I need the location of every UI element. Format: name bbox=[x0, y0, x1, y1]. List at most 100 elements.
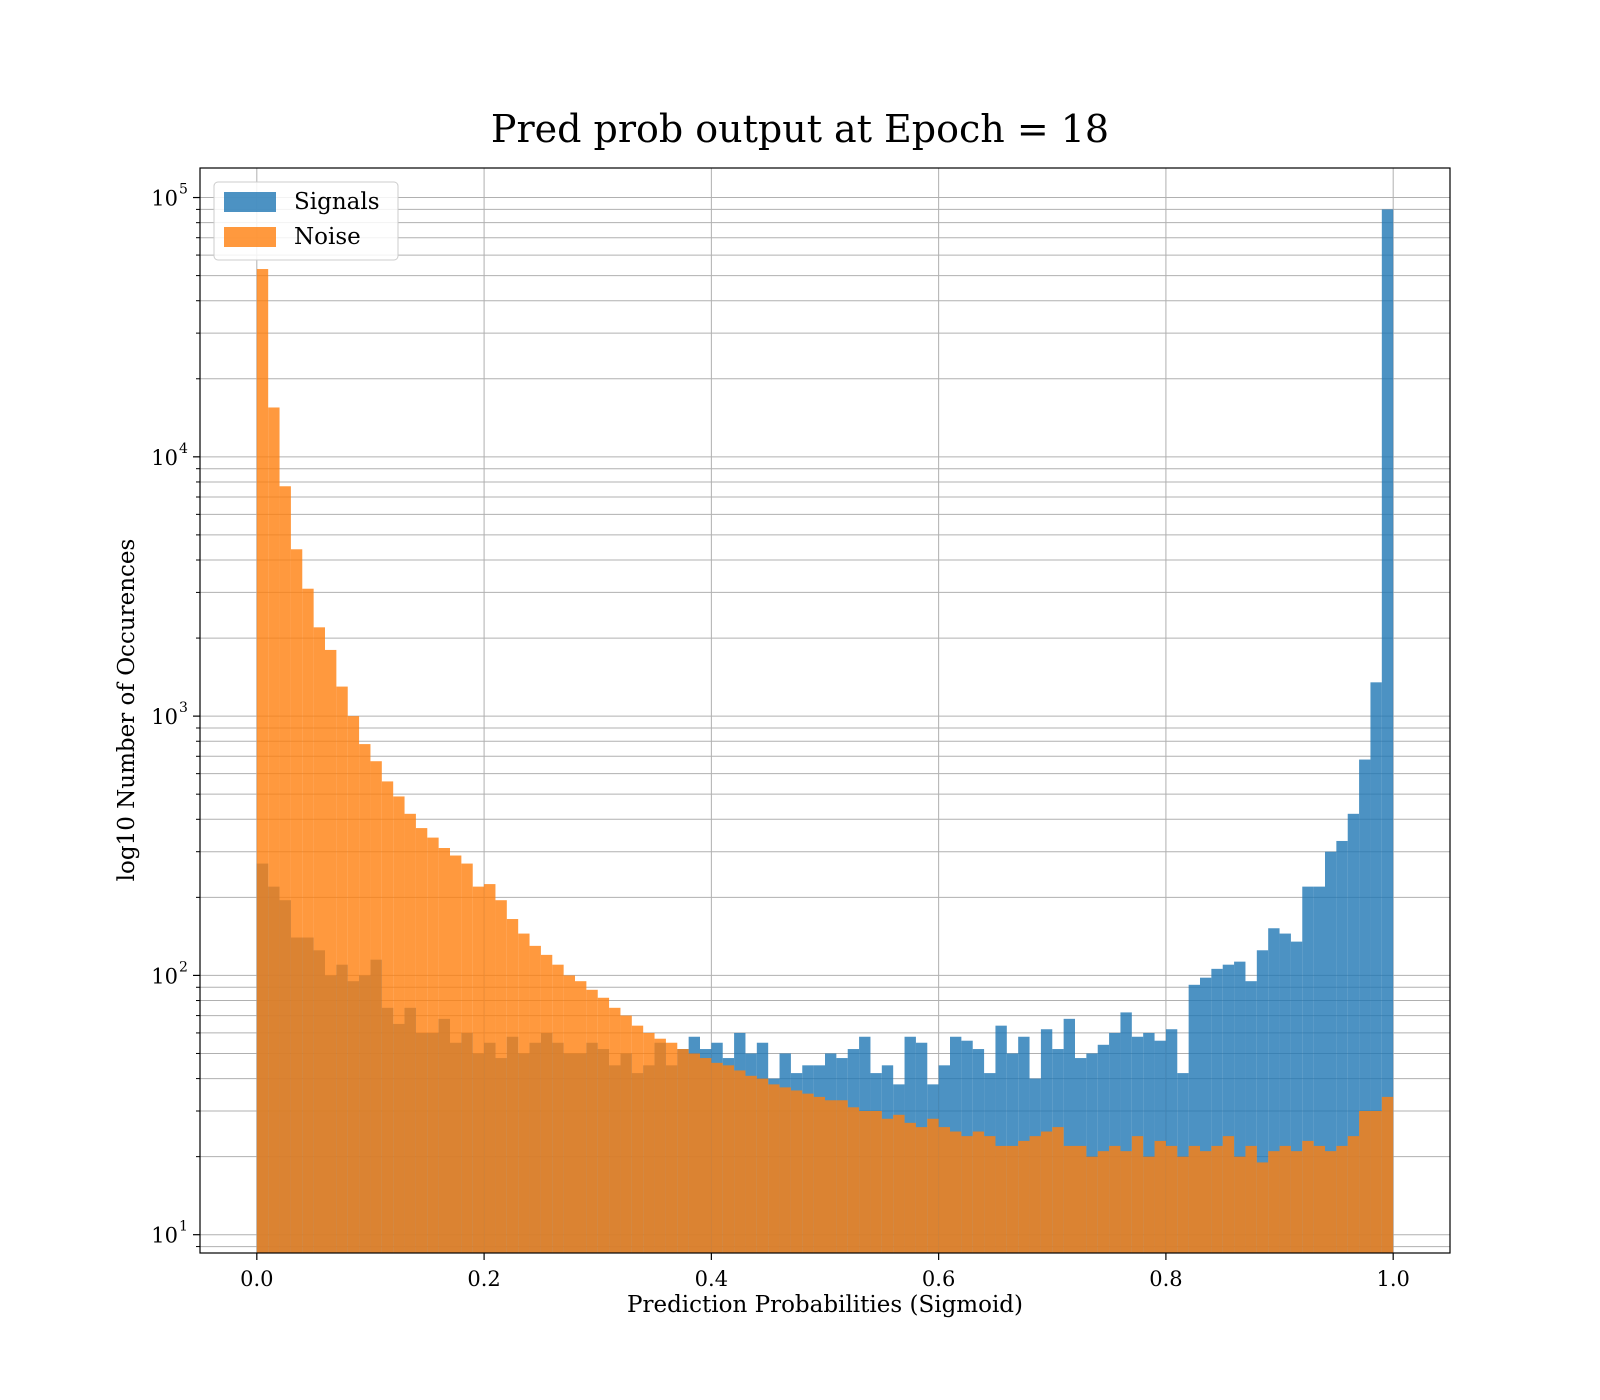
noise-bar bbox=[279, 486, 291, 1253]
noise-bar bbox=[654, 1038, 666, 1253]
noise-bar bbox=[790, 1090, 803, 1253]
noise-bar bbox=[495, 900, 507, 1253]
noise-bar bbox=[881, 1118, 894, 1253]
legend-swatch-noise bbox=[224, 227, 276, 247]
noise-bar bbox=[1097, 1151, 1110, 1253]
x-tick-label: 0.0 bbox=[240, 1267, 273, 1291]
noise-bar bbox=[552, 964, 564, 1253]
noise-bar bbox=[1302, 1140, 1314, 1253]
legend-label-noise: Noise bbox=[294, 224, 361, 250]
noise-bar bbox=[1063, 1145, 1075, 1253]
y-tick-label: 10 bbox=[151, 705, 178, 729]
y-tick-label: 10 bbox=[151, 1224, 178, 1248]
y-tick-label: 10 bbox=[151, 446, 178, 470]
noise-bar bbox=[540, 954, 553, 1253]
noise-bar bbox=[722, 1065, 735, 1253]
noise-bar bbox=[290, 549, 303, 1253]
noise-bar bbox=[1381, 1096, 1394, 1253]
x-tick-label: 0.2 bbox=[467, 1267, 500, 1291]
noise-bar bbox=[915, 1127, 928, 1253]
noise-bar bbox=[268, 407, 280, 1254]
signals-bar bbox=[1370, 682, 1382, 1253]
noise-bar bbox=[825, 1100, 837, 1253]
signals-bar bbox=[1109, 1032, 1121, 1253]
noise-bar bbox=[1188, 1145, 1200, 1253]
noise-bar bbox=[1245, 1145, 1257, 1253]
noise-bar bbox=[1313, 1145, 1325, 1253]
noise-bar bbox=[700, 1058, 712, 1253]
noise-bar bbox=[597, 997, 610, 1253]
signals-bar bbox=[1086, 1053, 1098, 1253]
noise-bar bbox=[1279, 1145, 1291, 1253]
y-tick-label: 10 bbox=[151, 187, 178, 211]
signals-bar bbox=[1279, 933, 1291, 1253]
noise-bar bbox=[563, 975, 575, 1253]
noise-bar bbox=[484, 884, 496, 1253]
noise-bar bbox=[1029, 1136, 1041, 1253]
noise-bar bbox=[347, 716, 360, 1253]
noise-bar bbox=[415, 828, 428, 1253]
noise-bar bbox=[859, 1110, 871, 1253]
noise-bar bbox=[745, 1075, 757, 1253]
x-tick-label: 0.6 bbox=[922, 1267, 955, 1291]
noise-bar bbox=[643, 1032, 655, 1253]
y-tick-label: 10 bbox=[151, 964, 178, 988]
y-tick-exponent: 1 bbox=[179, 1219, 188, 1235]
x-tick-label: 0.4 bbox=[695, 1267, 728, 1291]
signals-bar bbox=[995, 1025, 1007, 1253]
noise-bar bbox=[631, 1025, 644, 1253]
noise-bar bbox=[995, 1145, 1007, 1253]
noise-bar bbox=[847, 1107, 860, 1253]
noise-bar bbox=[1336, 1145, 1348, 1253]
noise-bar bbox=[427, 837, 439, 1253]
noise-bar bbox=[575, 981, 587, 1253]
noise-bar bbox=[1143, 1156, 1155, 1253]
noise-bar bbox=[1325, 1151, 1337, 1253]
noise-bar bbox=[677, 1049, 689, 1253]
noise-bar bbox=[620, 1015, 632, 1253]
noise-bar bbox=[313, 627, 325, 1253]
noise-bar bbox=[1347, 1136, 1360, 1253]
noise-bar bbox=[450, 855, 462, 1253]
plot-frame bbox=[199, 167, 1451, 1254]
signals-bar bbox=[1313, 886, 1325, 1253]
noise-bar bbox=[1211, 1145, 1223, 1253]
noise-bar bbox=[870, 1110, 882, 1253]
noise-bar bbox=[950, 1131, 962, 1253]
noise-bar bbox=[1370, 1110, 1382, 1253]
noise-bar bbox=[472, 886, 485, 1253]
noise-bar bbox=[1256, 1162, 1269, 1253]
signals-bar bbox=[1234, 961, 1246, 1253]
noise-bar bbox=[768, 1084, 780, 1253]
noise-bar bbox=[972, 1131, 985, 1253]
x-tick-label: 0.8 bbox=[1149, 1267, 1182, 1291]
y-tick-exponent: 4 bbox=[179, 441, 188, 457]
noise-bar bbox=[961, 1136, 973, 1253]
signals-bar bbox=[1359, 759, 1371, 1253]
noise-bar bbox=[256, 269, 269, 1253]
signals-bar bbox=[1290, 941, 1303, 1253]
noise-bar bbox=[1052, 1127, 1064, 1253]
noise-bar bbox=[1222, 1136, 1235, 1253]
noise-bar bbox=[393, 796, 405, 1253]
noise-bar bbox=[359, 744, 371, 1253]
signals-bar bbox=[1143, 1032, 1155, 1253]
y-tick-exponent: 3 bbox=[179, 700, 188, 716]
noise-bar bbox=[1109, 1145, 1121, 1253]
noise-bar bbox=[1154, 1140, 1166, 1253]
noise-bar bbox=[904, 1122, 916, 1253]
x-axis-label: Prediction Probabilities (Sigmoid) bbox=[627, 1292, 1023, 1318]
noise-bar bbox=[1086, 1156, 1098, 1253]
noise-bar bbox=[1290, 1151, 1303, 1253]
noise-bar bbox=[1200, 1151, 1212, 1253]
signals-bar bbox=[1325, 851, 1337, 1253]
noise-bar bbox=[1006, 1145, 1019, 1253]
signals-bar bbox=[1200, 977, 1212, 1253]
noise-bar bbox=[609, 1007, 621, 1253]
signals-bar bbox=[1188, 984, 1200, 1253]
noise-bar bbox=[1075, 1145, 1087, 1253]
noise-bar bbox=[336, 686, 348, 1253]
x-tick-label: 1.0 bbox=[1376, 1267, 1409, 1291]
